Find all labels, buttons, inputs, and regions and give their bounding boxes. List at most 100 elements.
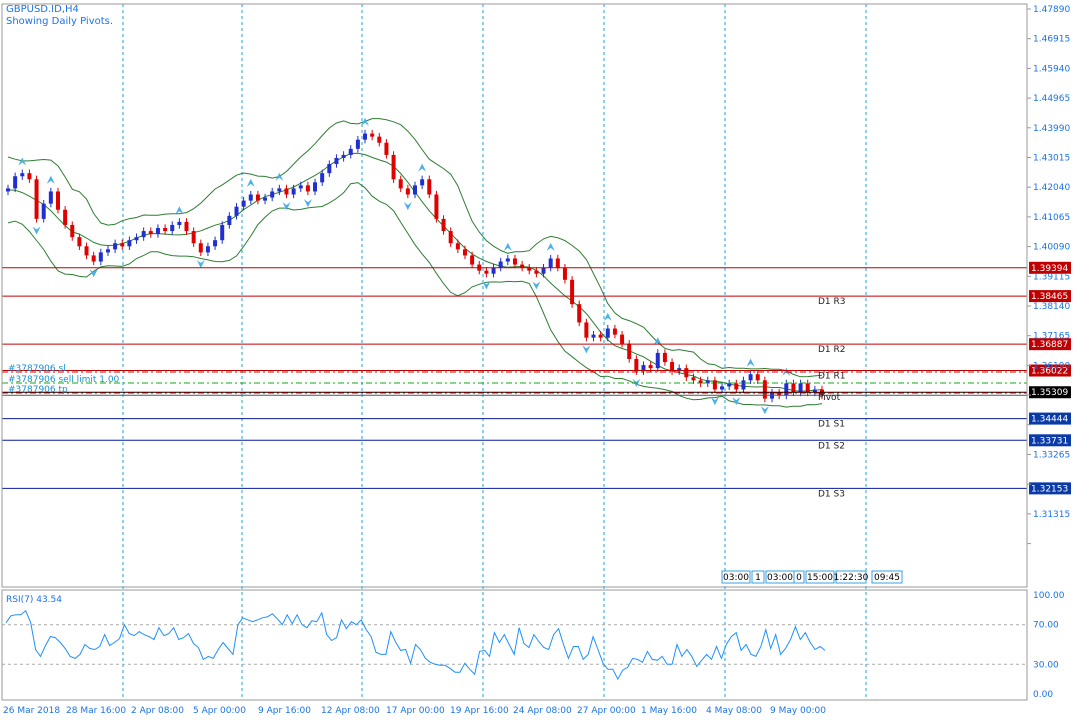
candle	[562, 263, 567, 284]
price-tick-label: 1.43990	[1033, 124, 1070, 134]
session-box: 1:22:30	[834, 570, 869, 584]
candle-body	[270, 191, 275, 198]
candle-body	[505, 258, 510, 262]
candle-body	[34, 179, 39, 219]
candle-body	[777, 392, 782, 396]
candle	[605, 324, 610, 342]
candle-body	[13, 176, 18, 189]
price-axis: 1.47890 1.46915 1.45940 1.44965 1.43990 1.430…	[1, 3, 1070, 701]
candle-body	[727, 383, 732, 387]
price-tag	[1029, 364, 1071, 377]
candle-body	[648, 365, 653, 369]
candle-body	[27, 173, 32, 180]
candle-body	[584, 322, 589, 338]
candle	[234, 203, 239, 220]
candle-body	[55, 191, 60, 210]
fractal-up-icon	[18, 157, 27, 166]
fractal-down-icon	[482, 281, 491, 290]
price-tag-label: 1.36887	[1031, 340, 1068, 350]
candle-body	[748, 374, 753, 381]
candle	[170, 221, 175, 235]
fractal-down-icon	[403, 202, 412, 211]
price-tag	[1029, 290, 1071, 303]
price-tick-label: 1.39115	[1033, 272, 1070, 282]
candle-body	[484, 270, 489, 274]
candle	[577, 300, 582, 327]
time-label: 2 Apr 08:00	[131, 706, 184, 716]
candle	[491, 263, 496, 278]
price-tick-label: 1.37165	[1033, 332, 1070, 342]
candle-body	[705, 380, 710, 384]
candle-body	[562, 267, 567, 280]
rsi-panel[interactable]: RSI(7) 43.54 100.00 70.00 30.00 0.00	[2, 591, 1065, 700]
candle	[327, 160, 332, 177]
session-box-label: 1:22:30	[834, 573, 869, 583]
candle	[727, 379, 732, 391]
candle	[184, 218, 189, 235]
rsi-tick-label: 0.00	[1033, 690, 1053, 700]
candle	[27, 169, 32, 183]
candle-body	[420, 179, 425, 186]
candle-body	[377, 136, 382, 143]
candle-body	[220, 224, 225, 241]
candle	[555, 254, 560, 272]
price-tick-label: 1.40090	[1033, 243, 1070, 253]
candle	[384, 139, 389, 159]
candle	[6, 184, 10, 196]
fractal-up-icon	[361, 117, 370, 126]
fractal-down-icon	[282, 202, 291, 211]
fractal-down-icon	[532, 281, 541, 290]
candle-body	[77, 237, 82, 247]
pivot-levels[interactable]: 1.39394 D1 R3 1.38465 D1 R2 1.36887 D1 R1 1.36…	[2, 261, 1071, 500]
candle	[677, 364, 682, 375]
session-box: 1	[751, 570, 765, 584]
candle	[541, 263, 546, 278]
candle-body	[541, 267, 546, 274]
price-tag	[1029, 482, 1071, 495]
fractal-up-icon	[246, 178, 255, 187]
price-tick-label: 1.38140	[1033, 302, 1070, 312]
candle	[762, 376, 767, 403]
candle	[198, 239, 203, 257]
price-tag-label: 1.33731	[1031, 436, 1068, 446]
candle-body	[598, 334, 603, 338]
candle-body	[191, 231, 196, 244]
time-axis: 26 Mar 2018 28 Mar 16:00 2 Apr 08:00 5 Apr …	[3, 706, 826, 716]
candle-body	[491, 267, 496, 274]
candle-body	[620, 334, 625, 344]
candle	[505, 254, 510, 266]
candle-body	[91, 255, 96, 262]
candle	[791, 379, 796, 397]
fractal-up-icon	[418, 163, 427, 172]
candle-body	[127, 240, 132, 247]
price-tick-label: 1.42040	[1033, 183, 1070, 193]
price-tick-label: 1.36190	[1033, 361, 1070, 371]
candle-body	[627, 343, 632, 360]
level-label: D1 R1	[818, 372, 846, 382]
rsi-frame	[1, 589, 1028, 701]
candle	[277, 184, 282, 196]
time-label: 5 Apr 00:00	[193, 706, 246, 716]
candle-body	[327, 164, 332, 174]
level-s2: D1 S2 1.33731	[2, 434, 1071, 451]
fractal-down-icon	[732, 397, 741, 406]
order-lines[interactable]: #3787906 sl#3787906 sell limit 1.00#3787…	[2, 364, 1027, 395]
candle	[270, 187, 275, 202]
time-label: 9 May 00:00	[770, 706, 826, 716]
candle	[155, 224, 160, 238]
candle	[641, 361, 646, 375]
candle-body	[791, 383, 796, 393]
candle	[620, 330, 625, 348]
level-r1: D1 R1 1.36022	[2, 364, 1071, 382]
candle-body	[577, 304, 582, 323]
candle-body	[670, 362, 675, 372]
price-tick-label: 1.41065	[1033, 213, 1070, 223]
session-box-label: 09:45	[874, 573, 900, 583]
candlesticks[interactable]	[6, 129, 824, 403]
candle-body	[555, 258, 560, 268]
candle-body	[170, 224, 175, 232]
order-label: #3787906 sl	[8, 364, 66, 374]
candle	[177, 218, 182, 229]
candle-body	[298, 185, 303, 189]
